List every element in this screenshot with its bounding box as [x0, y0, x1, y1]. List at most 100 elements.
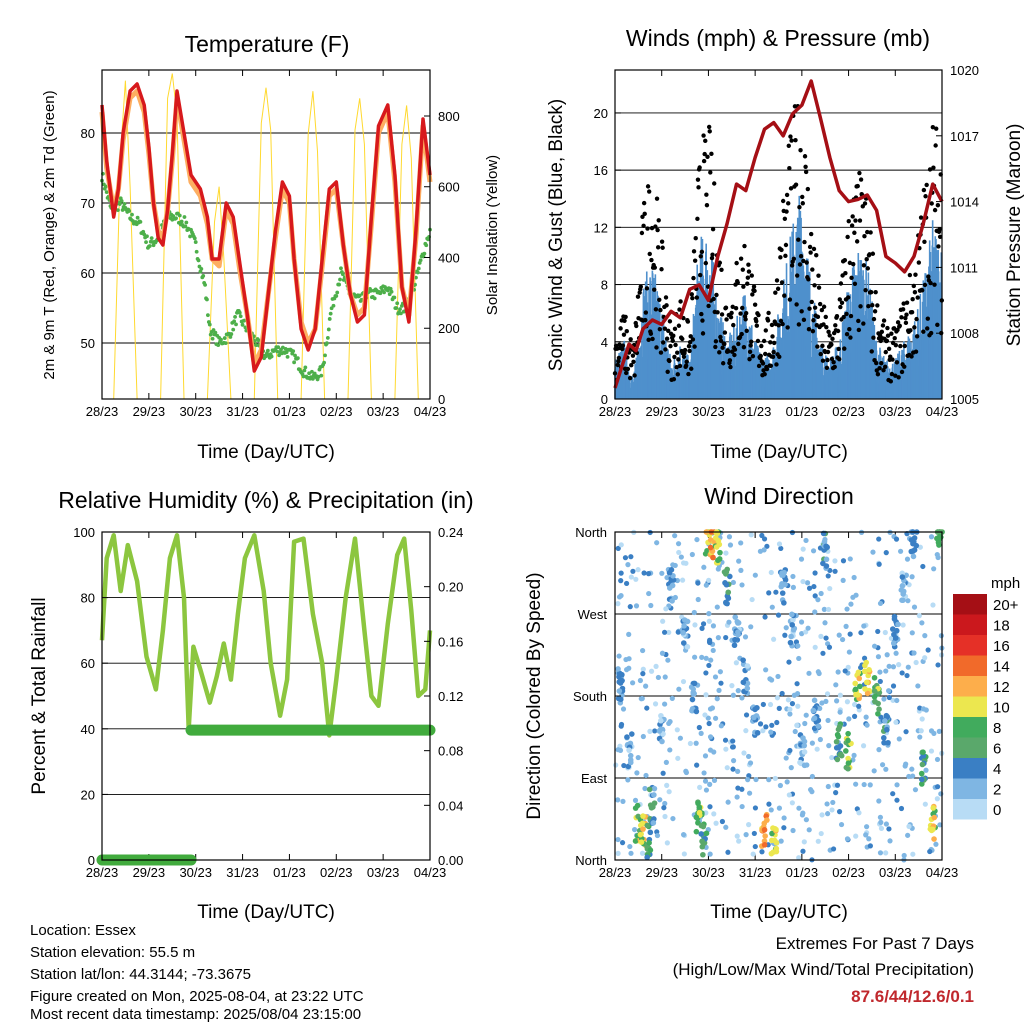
direction-point	[739, 582, 745, 588]
gust-point	[705, 284, 711, 289]
direction-point	[911, 650, 917, 656]
direction-point	[779, 590, 786, 596]
direction-point	[763, 724, 769, 730]
direction-point	[630, 680, 636, 686]
gust-point	[907, 272, 913, 278]
gust-point	[892, 335, 897, 341]
direction-point	[852, 680, 859, 687]
dewpoint-point	[337, 282, 341, 287]
direction-point	[837, 743, 844, 749]
direction-point	[821, 606, 827, 613]
y-tick-label: 20	[594, 106, 608, 121]
dewpoint-point	[357, 293, 362, 298]
direction-point	[876, 536, 882, 542]
direction-point	[703, 787, 710, 793]
direction-point	[721, 569, 728, 575]
dewpoint-point	[302, 368, 307, 373]
gust-point	[847, 326, 852, 332]
direction-point	[733, 660, 739, 666]
dewpoint-point	[238, 314, 243, 319]
direction-point	[707, 781, 713, 787]
y2-tick-label: 0	[438, 392, 445, 407]
direction-point	[652, 701, 659, 707]
direction-point	[822, 620, 828, 626]
direction-point	[800, 546, 806, 552]
dewpoint-point	[301, 374, 306, 379]
plot-border	[614, 69, 943, 400]
dewpoint-point	[142, 232, 147, 237]
direction-point	[662, 813, 668, 820]
direction-point	[903, 729, 909, 735]
direction-point	[723, 746, 729, 752]
direction-point	[681, 851, 687, 857]
gust-point	[735, 280, 740, 285]
gust-point	[699, 311, 704, 317]
direction-point	[681, 617, 688, 623]
x-tick-label: 28/23	[86, 865, 119, 880]
direction-point	[903, 761, 909, 767]
direction-point	[915, 683, 921, 689]
direction-point	[779, 690, 785, 697]
dewpoint-point	[276, 345, 281, 350]
gust-point	[904, 300, 910, 305]
gust-point	[663, 295, 669, 300]
x-tick-label: 29/23	[133, 404, 166, 419]
y2-tick-label: 1011	[950, 260, 978, 275]
gust-point	[793, 182, 799, 187]
gust-point	[673, 342, 678, 348]
direction-point	[792, 728, 798, 735]
gust-point	[836, 346, 841, 352]
direction-point	[836, 632, 842, 638]
direction-point	[751, 714, 757, 721]
gust-point	[926, 274, 931, 279]
gust-point	[736, 341, 741, 347]
direction-point	[634, 770, 640, 776]
y-tick-label: 0	[88, 853, 95, 868]
direction-point	[695, 580, 701, 586]
direction-point	[761, 827, 768, 833]
y2-tick-label: 1020	[950, 63, 979, 78]
direction-point	[899, 670, 905, 676]
y-tick-label: 0	[601, 392, 608, 407]
dewpoint-point	[196, 258, 201, 263]
direction-point	[836, 809, 843, 815]
direction-point	[766, 777, 772, 783]
direction-point	[719, 818, 726, 825]
direction-point	[789, 622, 796, 628]
direction-point	[920, 706, 927, 712]
dewpoint-point	[193, 240, 198, 244]
direction-point	[790, 584, 796, 590]
gust-point	[935, 203, 941, 208]
direction-point	[938, 791, 944, 797]
gust-point	[749, 339, 754, 344]
gust-point	[913, 272, 918, 277]
legend-label: 10	[993, 700, 1010, 717]
legend-label: 12	[993, 679, 1010, 696]
direction-point	[684, 644, 691, 650]
x-tick-label: 31/23	[226, 404, 259, 419]
gust-point	[687, 348, 692, 354]
direction-point	[678, 554, 684, 560]
direction-point	[919, 776, 925, 783]
direction-point	[642, 785, 648, 792]
direction-point	[927, 848, 933, 855]
dewpoint-point	[307, 371, 312, 376]
direction-point	[696, 804, 703, 810]
gust-point	[717, 350, 722, 355]
direction-point	[830, 846, 837, 852]
gust-point	[698, 254, 703, 259]
direction-point	[890, 697, 896, 703]
gust-point	[881, 368, 886, 373]
direction-point	[715, 635, 721, 641]
y2-tick-label: 0.20	[438, 580, 463, 595]
x-tick-label: 29/23	[645, 865, 678, 880]
gust-point	[769, 322, 775, 328]
direction-point	[732, 614, 739, 620]
gust-point	[834, 314, 840, 319]
direction-point	[904, 672, 910, 679]
gust-point	[924, 182, 929, 188]
direction-point	[619, 671, 625, 678]
direction-point	[817, 736, 823, 743]
direction-point	[640, 647, 646, 654]
gust-point	[670, 338, 675, 344]
